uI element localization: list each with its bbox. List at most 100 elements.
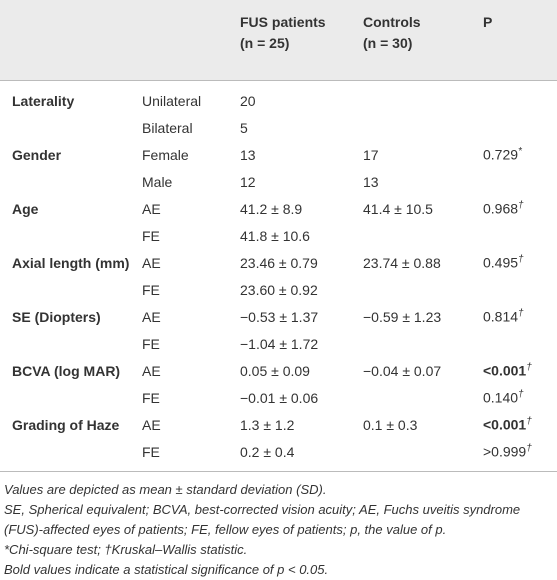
label-cell: SE (Diopters) [0,303,142,330]
fus-text: 41.8 ± 10.6 [240,227,310,244]
header-cell: P [483,0,557,81]
p-mark: † [526,362,532,374]
header-cell: FUS patients (n = 25) [240,0,363,81]
sub-cell: FE [142,438,240,472]
sub-cell: AE [142,195,240,222]
sub-cell: FE [142,384,240,411]
p-cell: 0.140† [483,384,557,411]
table-row: FE −1.04 ± 1.72 [0,330,557,357]
controls-cell [363,222,483,249]
controls-cell: 13 [363,168,483,195]
controls-text: −0.59 ± 1.23 [363,308,442,325]
sub-cell: AE [142,249,240,276]
header-cell [142,0,240,81]
fus-cell: −0.53 ± 1.37 [240,303,363,330]
controls-cell [363,81,483,115]
fus-cell: −0.01 ± 0.06 [240,384,363,411]
p-text: 0.140 [483,389,519,406]
label-text: Laterality [12,92,75,109]
label-text: BCVA (log MAR) [12,362,121,379]
sub-cell: AE [142,411,240,438]
fus-cell: 23.60 ± 0.92 [240,276,363,303]
p-text: 0.814 [483,308,519,325]
p-mark: † [526,443,532,455]
p-text: 0.729 [483,146,519,163]
label-cell [0,384,142,411]
table-row: Laterality Unilateral 20 [0,81,557,115]
header-cell: Controls (n = 30) [363,0,483,81]
sub-text: AE [142,200,161,217]
controls-cell [363,276,483,303]
sub-text: FE [142,389,160,406]
footnotes: Values are depicted as mean ± standard d… [0,480,557,580]
p-cell: 0.814† [483,303,557,330]
sub-text: FE [142,281,160,298]
fus-text: −0.53 ± 1.37 [240,308,319,325]
p-text: <0.001 [483,416,527,433]
sub-text: AE [142,254,161,271]
table-row: SE (Diopters) AE −0.53 ± 1.37 −0.59 ± 1.23 0… [0,303,557,330]
sub-cell: AE [142,357,240,384]
controls-cell [363,438,483,472]
label-text: Gender [12,146,62,163]
sub-text: Unilateral [142,92,202,109]
table-row: Male 12 13 [0,168,557,195]
sub-text: Male [142,173,173,190]
label-text: Age [12,200,39,217]
table-row: Age AE 41.2 ± 8.9 41.4 ± 10.5 0.968† [0,195,557,222]
fus-text: 0.2 ± 0.4 [240,443,295,460]
fus-text: 41.2 ± 8.9 [240,200,303,217]
label-text: SE (Diopters) [12,308,101,325]
label-cell: Gender [0,141,142,168]
table-row: BCVA (log MAR) AE 0.05 ± 0.09 −0.04 ± 0.07 <… [0,357,557,384]
sub-cell: FE [142,330,240,357]
fus-cell: 5 [240,114,363,141]
table-row: Gender Female 13 17 0.729* [0,141,557,168]
fus-cell: 1.3 ± 1.2 [240,411,363,438]
controls-cell: 17 [363,141,483,168]
footnote: *Chi-square test; †Kruskal–Wallis statis… [4,542,248,557]
label-cell: Grading of Haze [0,411,142,438]
header-cell [0,0,142,81]
label-cell: Age [0,195,142,222]
sub-text: FE [142,227,160,244]
fus-text: 12 [240,173,256,190]
p-text: >0.999 [483,443,527,460]
controls-text: 0.1 ± 0.3 [363,416,418,433]
p-cell: 0.968† [483,195,557,222]
label-cell [0,114,142,141]
table-row: FE −0.01 ± 0.06 0.140† [0,384,557,411]
label-cell: Laterality [0,81,142,115]
p-cell: <0.001† [483,411,557,438]
controls-text: 23.74 ± 0.88 [363,254,441,271]
sub-cell: Unilateral [142,81,240,115]
fus-text: 13 [240,146,256,163]
controls-cell: 41.4 ± 10.5 [363,195,483,222]
p-mark: * [518,146,522,158]
table-row: FE 23.60 ± 0.92 [0,276,557,303]
fus-text: 1.3 ± 1.2 [240,416,295,433]
sub-text: AE [142,416,161,433]
controls-cell: 23.74 ± 0.88 [363,249,483,276]
footnote: Bold values indicate a statistical signi… [4,562,329,577]
footnote: SE, Spherical equivalent; BCVA, best-cor… [4,502,521,537]
label-text: Grading of Haze [12,416,120,433]
sub-text: FE [142,443,160,460]
footnote: Values are depicted as mean ± standard d… [4,482,327,497]
controls-cell: −0.04 ± 0.07 [363,357,483,384]
sub-cell: FE [142,222,240,249]
table-row: Bilateral 5 [0,114,557,141]
fus-cell: 13 [240,141,363,168]
fus-cell: 0.05 ± 0.09 [240,357,363,384]
controls-cell [363,330,483,357]
p-cell: 0.729* [483,141,557,168]
p-cell [483,276,557,303]
controls-cell: 0.1 ± 0.3 [363,411,483,438]
p-cell: >0.999† [483,438,557,472]
controls-text: −0.04 ± 0.07 [363,362,442,379]
fus-text: 20 [240,92,256,109]
sub-text: FE [142,335,160,352]
controls-cell [363,114,483,141]
label-cell [0,438,142,472]
